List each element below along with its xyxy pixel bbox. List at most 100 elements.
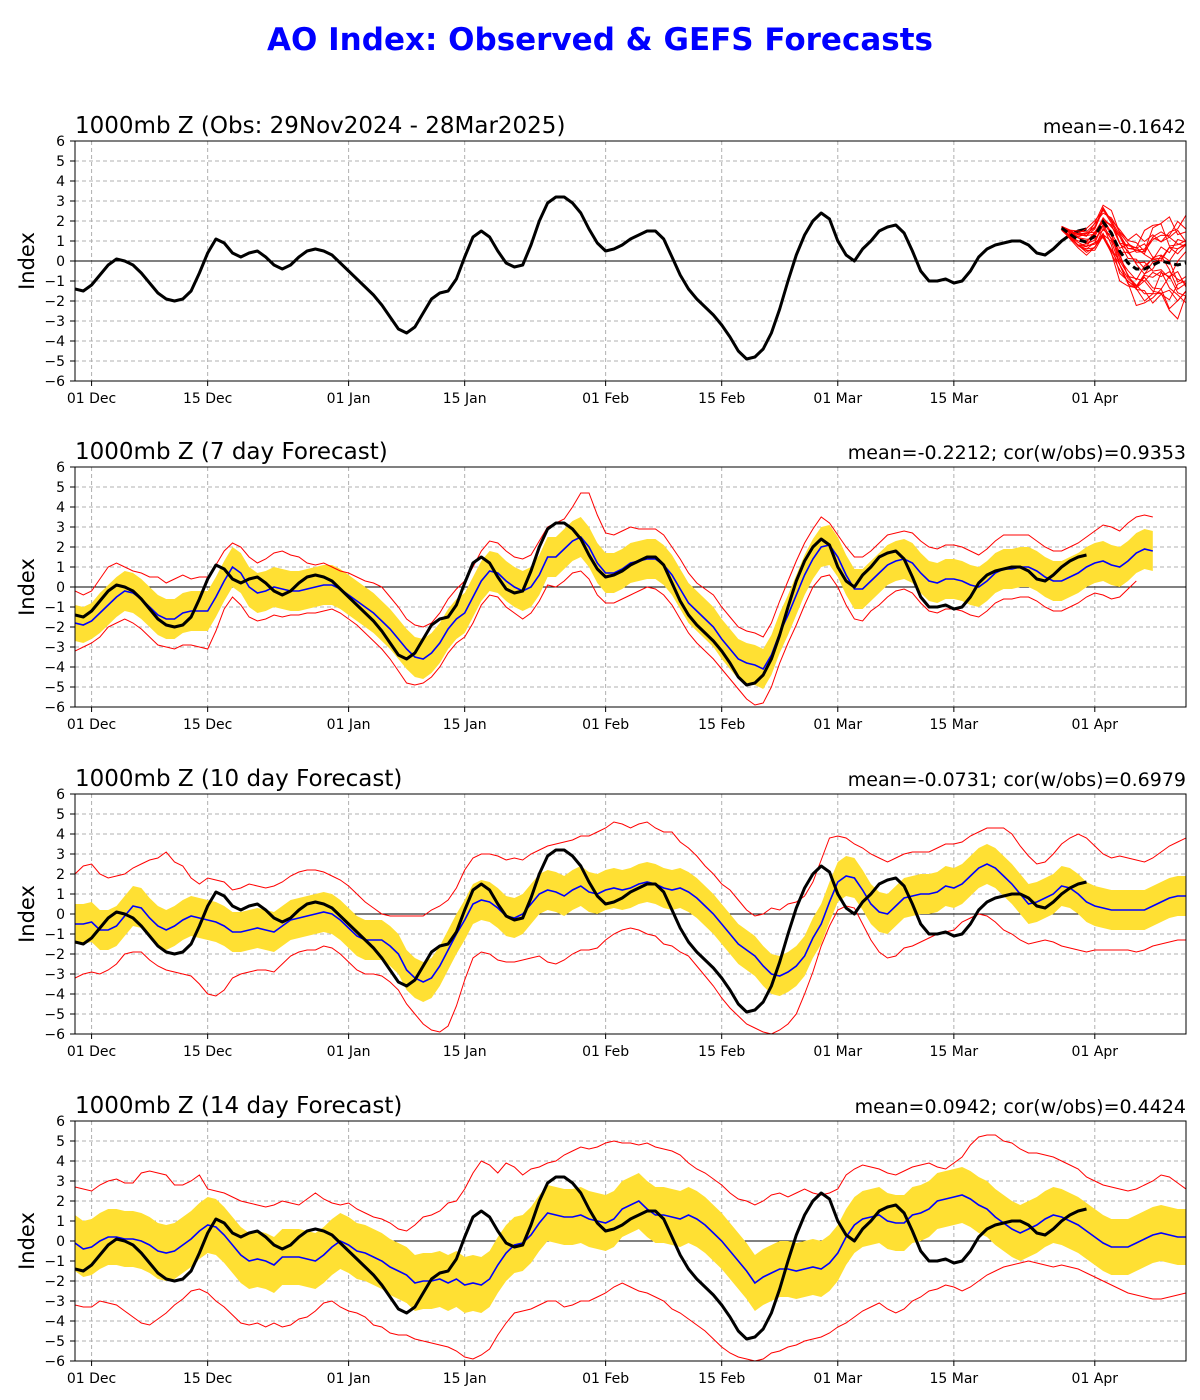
- x-tick-label: 15 Jan: [443, 1371, 487, 1387]
- y-tick-label: 1: [56, 234, 65, 250]
- x-tick-label: 01 Mar: [813, 1044, 862, 1060]
- y-tick-label: 4: [56, 1154, 65, 1170]
- y-axis-label: Index: [15, 1212, 39, 1270]
- x-tick-label: 01 Feb: [582, 1371, 629, 1387]
- y-tick-label: −2: [44, 294, 65, 310]
- chart-panel-2: 1000mb Z (7 day Forecast) mean=-0.2212; c…: [15, 439, 1187, 733]
- chart-title: 1000mb Z (10 day Forecast): [75, 766, 402, 792]
- x-tick-label: 15 Dec: [183, 1044, 232, 1060]
- x-tick-label: 01 Jan: [327, 717, 371, 733]
- y-tick-label: 0: [56, 580, 65, 596]
- spread-band: [75, 844, 1186, 1002]
- members-lower-line: [75, 570, 1137, 706]
- x-tick-label: 01 Mar: [813, 1371, 862, 1387]
- x-tick-label: 01 Feb: [582, 717, 629, 733]
- forecast-member-line: [1061, 216, 1186, 261]
- x-tick-label: 01 Jan: [327, 391, 371, 407]
- x-tick-label: 15 Feb: [698, 1044, 745, 1060]
- observed-line: [75, 848, 1087, 1014]
- x-tick-label: 15 Jan: [443, 1044, 487, 1060]
- x-tick-label: 01 Apr: [1072, 1371, 1119, 1387]
- x-tick-label: 15 Jan: [443, 391, 487, 407]
- y-tick-label: 1: [56, 560, 65, 576]
- y-tick-label: 5: [56, 807, 65, 823]
- x-tick-label: 15 Dec: [183, 391, 232, 407]
- y-tick-label: −6: [44, 374, 65, 390]
- y-tick-label: −5: [44, 680, 65, 696]
- y-tick-label: −6: [44, 1027, 65, 1043]
- y-tick-label: −3: [44, 967, 65, 983]
- y-tick-label: −2: [44, 947, 65, 963]
- chart-stat: mean=-0.2212; cor(w/obs)=0.9353: [848, 442, 1186, 464]
- observed-line: [75, 195, 1087, 361]
- y-tick-label: 6: [56, 134, 65, 150]
- members-upper-line: [75, 492, 1153, 638]
- y-tick-label: 2: [56, 1194, 65, 1210]
- plot-area: [75, 1134, 1186, 1361]
- chart-title: 1000mb Z (14 day Forecast): [75, 1093, 402, 1119]
- y-tick-label: 0: [56, 1234, 65, 1250]
- x-tick-label: 15 Jan: [443, 717, 487, 733]
- x-tick-label: 15 Mar: [930, 1044, 979, 1060]
- x-tick-label: 15 Feb: [698, 391, 745, 407]
- y-tick-label: 5: [56, 154, 65, 170]
- y-tick-label: 4: [56, 827, 65, 843]
- observed-line: [75, 1175, 1087, 1341]
- x-tick-label: 15 Dec: [183, 717, 232, 733]
- y-axis-label: Index: [15, 885, 39, 943]
- x-tick-label: 01 Feb: [582, 391, 629, 407]
- x-tick-label: 01 Apr: [1072, 391, 1119, 407]
- y-tick-label: −1: [44, 600, 65, 616]
- chart-stat: mean=0.0942; cor(w/obs)=0.4424: [855, 1096, 1186, 1118]
- spread-band: [75, 1167, 1186, 1313]
- y-tick-label: −6: [44, 1354, 65, 1370]
- y-tick-label: 5: [56, 480, 65, 496]
- y-tick-label: 4: [56, 500, 65, 516]
- x-tick-label: 01 Dec: [67, 391, 116, 407]
- y-tick-label: −4: [44, 987, 65, 1003]
- x-tick-label: 15 Mar: [930, 717, 979, 733]
- forecast-member-line: [1061, 224, 1186, 304]
- spread-band: [75, 517, 1153, 689]
- y-tick-label: −2: [44, 1274, 65, 1290]
- x-tick-label: 15 Mar: [930, 391, 979, 407]
- plot-area: [75, 492, 1153, 706]
- y-tick-label: 4: [56, 174, 65, 190]
- ensemble-mean-line: [75, 536, 1153, 671]
- x-tick-label: 01 Mar: [813, 391, 862, 407]
- forecast-member-line: [1061, 229, 1186, 310]
- y-tick-label: 2: [56, 867, 65, 883]
- chart-stat: mean=-0.1642: [1043, 116, 1186, 138]
- y-tick-label: 6: [56, 1114, 65, 1130]
- x-tick-label: 01 Dec: [67, 717, 116, 733]
- x-tick-label: 01 Apr: [1072, 1044, 1119, 1060]
- x-tick-label: 01 Dec: [67, 1371, 116, 1387]
- y-tick-label: −1: [44, 1254, 65, 1270]
- chart-stat: mean=-0.0731; cor(w/obs)=0.6979: [848, 769, 1186, 791]
- y-axis-label: Index: [15, 558, 39, 616]
- y-tick-label: 2: [56, 214, 65, 230]
- x-tick-label: 01 Feb: [582, 1044, 629, 1060]
- x-tick-label: 01 Jan: [327, 1044, 371, 1060]
- y-tick-label: −3: [44, 314, 65, 330]
- y-tick-label: −4: [44, 1314, 65, 1330]
- members-upper-line: [75, 821, 1186, 917]
- y-tick-label: 1: [56, 1214, 65, 1230]
- forecast-mean-line: [1060, 219, 1186, 271]
- x-tick-label: 15 Dec: [183, 1371, 232, 1387]
- y-tick-label: −3: [44, 1294, 65, 1310]
- y-tick-label: −4: [44, 334, 65, 350]
- x-tick-label: 01 Apr: [1072, 717, 1119, 733]
- plot-area: [75, 821, 1186, 1034]
- x-tick-label: 15 Feb: [698, 1371, 745, 1387]
- y-tick-label: 6: [56, 460, 65, 476]
- y-tick-label: −2: [44, 620, 65, 636]
- chart-panel-3: 1000mb Z (10 day Forecast) mean=-0.0731; …: [15, 766, 1187, 1060]
- chart-panel-4: 1000mb Z (14 day Forecast) mean=0.0942; c…: [15, 1093, 1187, 1387]
- ensemble-mean-line: [75, 1194, 1186, 1286]
- y-tick-label: 3: [56, 520, 65, 536]
- observed-line: [75, 521, 1087, 687]
- x-tick-label: 01 Jan: [327, 1371, 371, 1387]
- y-tick-label: −5: [44, 354, 65, 370]
